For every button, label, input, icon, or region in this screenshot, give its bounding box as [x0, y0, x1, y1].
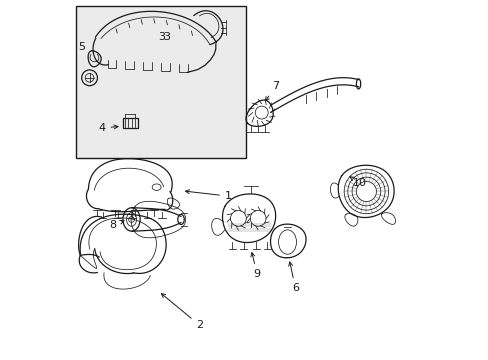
Text: 2: 2: [161, 294, 203, 330]
Text: 8: 8: [109, 220, 124, 230]
Bar: [122, 118, 137, 128]
Bar: [76, 6, 246, 158]
Text: 3: 3: [163, 32, 169, 42]
Text: 3: 3: [158, 32, 164, 41]
Text: 5: 5: [78, 42, 85, 52]
Text: 6: 6: [288, 262, 298, 293]
Text: 1: 1: [185, 190, 231, 201]
Text: 9: 9: [250, 253, 260, 279]
Text: 4: 4: [99, 123, 118, 133]
Text: 10: 10: [349, 177, 366, 188]
Text: 7: 7: [265, 81, 279, 101]
